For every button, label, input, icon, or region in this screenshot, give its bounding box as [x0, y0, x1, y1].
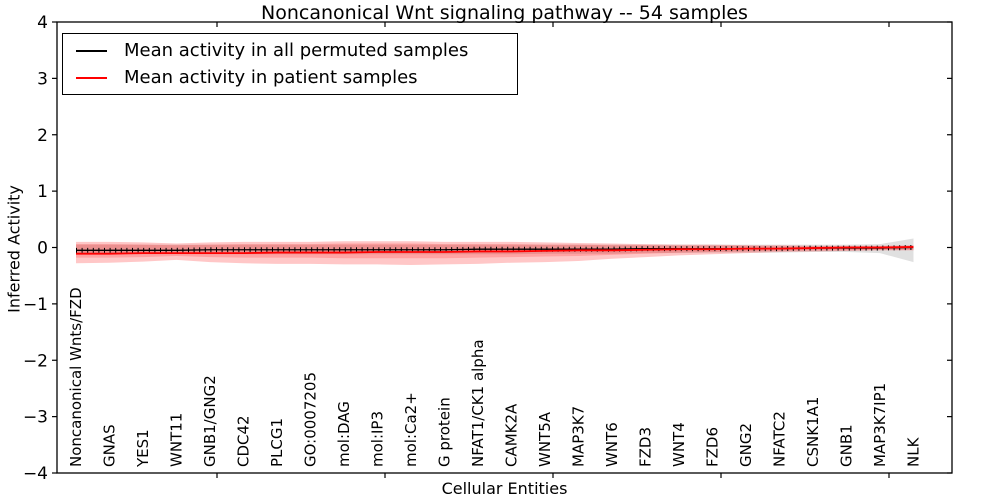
x-tick-label: GNB1	[838, 424, 856, 467]
y-tick-label: −3	[23, 408, 48, 428]
y-tick-label: −2	[23, 351, 48, 371]
x-tick-label: GO:0007205	[302, 372, 320, 467]
legend-item-permuted: Mean activity in all permuted samples	[63, 40, 517, 61]
x-tick-label: Noncanonical Wnts/FZD	[67, 287, 85, 467]
y-tick-label: 1	[37, 182, 48, 202]
legend-line-patient-icon	[76, 76, 107, 79]
x-tick-label: GNB1/GNG2	[201, 375, 219, 467]
y-tick-label: −4	[23, 464, 48, 484]
x-tick-label: YES1	[134, 429, 152, 468]
band-permuted-spread	[76, 238, 914, 263]
x-tick-label: WNT6	[603, 422, 621, 467]
y-tick-label: 0	[37, 239, 48, 259]
y-tick-label: 3	[37, 69, 48, 89]
x-tick-label: WNT5A	[536, 411, 554, 467]
chart-title: Noncanonical Wnt signaling pathway -- 54…	[261, 2, 748, 24]
x-tick-label: MAP3K7	[570, 406, 588, 467]
x-tick-label: CSNK1A1	[804, 397, 822, 467]
x-axis-title: Cellular Entities	[441, 479, 568, 498]
x-tick-label: WNT11	[168, 413, 186, 467]
x-tick-label: mol:DAG	[335, 401, 353, 467]
legend-label-patient: Mean activity in patient samples	[124, 67, 418, 88]
x-tick-label: WNT4	[670, 422, 688, 467]
y-tick-label: −1	[23, 295, 48, 315]
x-tick-label: mol:Ca2+	[402, 392, 420, 467]
x-tick-label: GNG2	[737, 423, 755, 467]
x-tick-label: NFAT1/CK1 alpha	[469, 339, 487, 467]
x-tick-label: NLK	[905, 436, 923, 467]
x-tick-label: GNAS	[101, 424, 119, 467]
x-tick-label: PLCG1	[268, 418, 286, 467]
legend: Mean activity in all permuted samples Me…	[62, 33, 518, 95]
x-tick-label: FZD3	[637, 427, 655, 467]
patient-mean-line	[76, 246, 914, 255]
legend-label-permuted: Mean activity in all permuted samples	[124, 40, 469, 61]
legend-item-patient: Mean activity in patient samples	[63, 67, 517, 88]
x-tick-label: FZD6	[704, 427, 722, 467]
x-tick-label: CDC42	[235, 415, 253, 467]
x-tick-label: mol:IP3	[369, 411, 387, 467]
x-tick-label: G protein	[436, 397, 454, 467]
legend-line-permuted-icon	[76, 49, 107, 52]
x-tick-label: NFATC2	[771, 411, 789, 467]
x-tick-label: CAMK2A	[503, 403, 521, 467]
x-tick-label: MAP3K7IP1	[871, 383, 889, 467]
y-tick-label: 2	[37, 126, 48, 146]
y-tick-label: 4	[37, 13, 48, 33]
